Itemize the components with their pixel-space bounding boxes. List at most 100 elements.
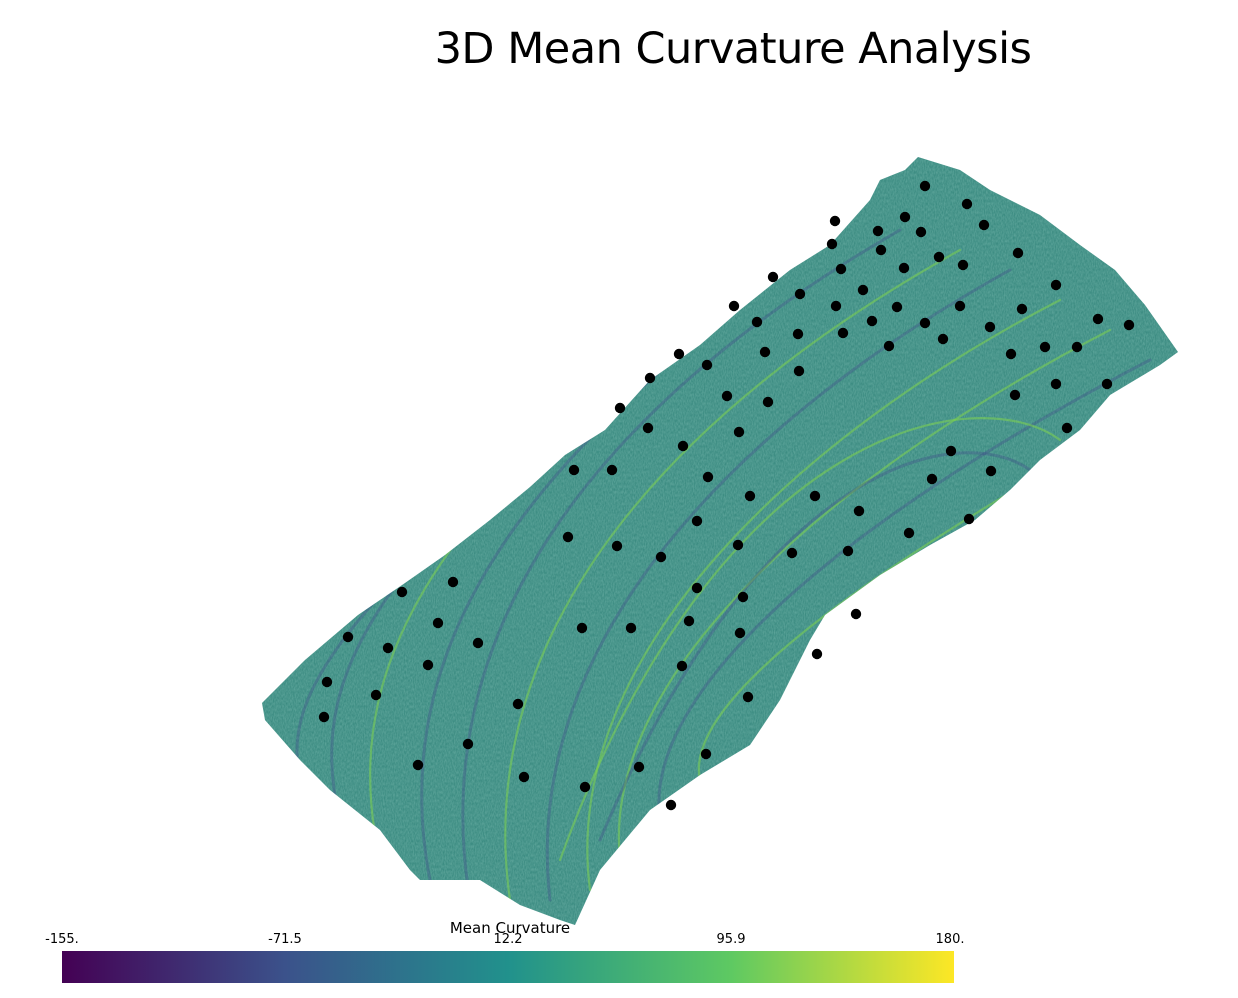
sample-point-marker: [762, 396, 774, 408]
sample-point-marker: [579, 781, 591, 793]
sample-point-marker: [462, 738, 474, 750]
sample-point-marker: [1123, 319, 1135, 331]
sample-point-marker: [676, 660, 688, 672]
sample-point-marker: [1092, 313, 1104, 325]
sample-point-marker: [919, 317, 931, 329]
sample-point-marker: [412, 759, 424, 771]
sample-point-marker: [665, 799, 677, 811]
sample-point-marker: [342, 631, 354, 643]
sample-point-marker: [875, 244, 887, 256]
sample-point-marker: [633, 761, 645, 773]
sample-point-marker: [963, 513, 975, 525]
sample-point-marker: [842, 545, 854, 557]
sample-point-marker: [1039, 341, 1051, 353]
sample-point-marker: [826, 238, 838, 250]
sample-point-marker: [883, 340, 895, 352]
sample-point-marker: [837, 327, 849, 339]
sample-point-marker: [926, 473, 938, 485]
sample-point-marker: [767, 271, 779, 283]
sample-point-marker: [829, 215, 841, 227]
sample-point-marker: [891, 301, 903, 313]
colorbar-tick-mid: 12.2: [493, 932, 523, 947]
ridge-line: [461, 228, 902, 902]
sample-point-marker: [321, 676, 333, 688]
sample-point-marker: [984, 321, 996, 333]
sample-point-marker: [835, 263, 847, 275]
sample-point-marker: [318, 711, 330, 723]
ridge-lines: [295, 228, 1172, 902]
curvature-surface: [262, 157, 1178, 925]
sample-point-marker: [742, 691, 754, 703]
sample-point-marker: [872, 225, 884, 237]
sample-point-marker: [382, 642, 394, 654]
sample-point-marker: [1009, 389, 1021, 401]
sample-point-marker: [793, 365, 805, 377]
sample-point-marker: [1061, 422, 1073, 434]
sample-point-marker: [957, 259, 969, 271]
sample-point-marker: [737, 591, 749, 603]
sample-point-marker: [396, 586, 408, 598]
sample-point-marker: [899, 211, 911, 223]
colorbar-tick-max: 180.: [935, 932, 965, 947]
sample-point-marker: [937, 333, 949, 345]
sample-points: [318, 180, 1135, 811]
sample-point-marker: [732, 539, 744, 551]
ridge-line: [545, 268, 1012, 902]
sample-point-marker: [734, 627, 746, 639]
ridge-line: [617, 328, 1112, 862]
sample-point-marker: [915, 226, 927, 238]
sample-point-marker: [985, 465, 997, 477]
sample-point-marker: [1012, 247, 1024, 259]
sample-point-marker: [809, 490, 821, 502]
sample-point-marker: [978, 219, 990, 231]
sample-point-marker: [673, 348, 685, 360]
sample-point-marker: [866, 315, 878, 327]
sample-point-marker: [568, 464, 580, 476]
ridge-line: [504, 248, 962, 902]
sample-point-marker: [370, 689, 382, 701]
sample-point-marker: [792, 328, 804, 340]
sample-point-marker: [903, 527, 915, 539]
surface-texture: [262, 157, 1178, 925]
sample-point-marker: [472, 637, 484, 649]
ridge-line: [657, 358, 1152, 822]
sample-point-marker: [701, 359, 713, 371]
sample-point-marker: [614, 402, 626, 414]
sample-point-marker: [512, 698, 524, 710]
colorbar-tick-min: -155.: [45, 932, 79, 947]
sample-point-marker: [677, 440, 689, 452]
sample-point-marker: [945, 445, 957, 457]
colorbar-gradient: [62, 951, 954, 983]
sample-point-marker: [759, 346, 771, 358]
sample-point-marker: [702, 471, 714, 483]
sample-point-marker: [853, 505, 865, 517]
sample-point-marker: [518, 771, 530, 783]
sample-point-marker: [700, 748, 712, 760]
sample-point-marker: [751, 316, 763, 328]
colorbar-title: Mean Curvature: [449, 919, 571, 937]
sample-point-marker: [644, 372, 656, 384]
sample-point-marker: [919, 180, 931, 192]
sample-point-marker: [794, 288, 806, 300]
sample-point-marker: [1071, 341, 1083, 353]
sample-point-marker: [786, 547, 798, 559]
sample-point-marker: [1101, 378, 1113, 390]
sample-point-marker: [898, 262, 910, 274]
sample-point-marker: [1005, 348, 1017, 360]
sample-point-marker: [422, 659, 434, 671]
sample-point-marker: [933, 251, 945, 263]
sample-point-marker: [857, 284, 869, 296]
sample-point-marker: [954, 300, 966, 312]
sample-point-marker: [655, 551, 667, 563]
sample-point-marker: [1050, 279, 1062, 291]
sample-point-marker: [1050, 378, 1062, 390]
sample-point-marker: [1016, 303, 1028, 315]
sample-point-marker: [811, 648, 823, 660]
plot-title: 3D Mean Curvature Analysis: [434, 24, 1032, 74]
sample-point-marker: [830, 300, 842, 312]
sample-point-marker: [683, 615, 695, 627]
sample-point-marker: [447, 576, 459, 588]
colorbar-tick-4: 95.9: [716, 932, 746, 947]
sample-point-marker: [576, 622, 588, 634]
